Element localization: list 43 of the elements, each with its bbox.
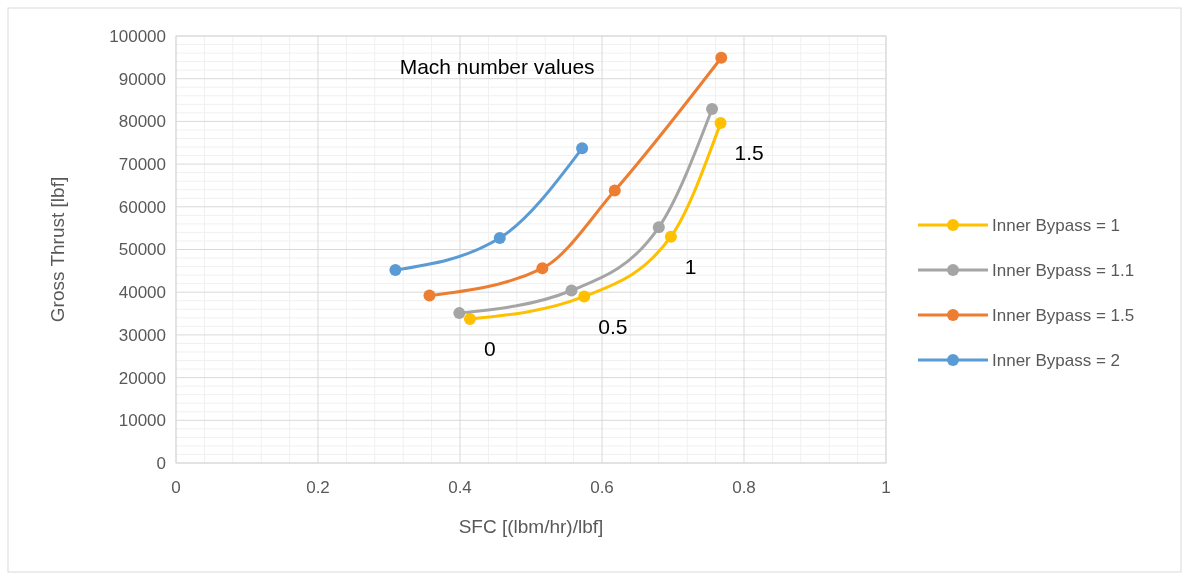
x-axis-title: SFC [(lbm/hr)/lbf]: [458, 516, 604, 537]
point: [423, 289, 436, 302]
point: [608, 184, 621, 197]
y-tick-label: 20000: [118, 368, 166, 388]
point: [664, 230, 677, 243]
x-tick-label: 0.8: [732, 478, 756, 497]
point: [536, 262, 549, 275]
annotation: 1: [684, 255, 697, 279]
point: [714, 117, 727, 130]
point: [576, 142, 589, 155]
point: [453, 307, 466, 320]
annotation: 0: [483, 337, 496, 361]
y-tick-label: 90000: [118, 69, 166, 89]
point: [652, 221, 665, 234]
y-tick-label: 70000: [118, 155, 166, 175]
y-tick-label: 10000: [118, 411, 166, 431]
annotation: 0.5: [598, 314, 628, 338]
legend-label: Inner Bypass = 1.5: [992, 305, 1135, 325]
point: [715, 51, 728, 64]
point: [389, 264, 402, 276]
y-tick-label: 50000: [118, 240, 166, 260]
x-tick-label: 0.2: [306, 478, 330, 497]
y-tick-label: 30000: [118, 325, 166, 345]
legend-label: Inner Bypass = 1: [992, 215, 1121, 235]
legend-label: Inner Bypass = 2: [992, 350, 1121, 370]
point: [565, 284, 578, 297]
annotation: Mach number values: [399, 55, 595, 79]
annotation: 1.5: [734, 141, 764, 165]
legend-label: Inner Bypass = 1.1: [992, 260, 1135, 280]
x-tick-label: 0.6: [590, 478, 614, 497]
x-tick-label: 0.4: [448, 478, 472, 497]
y-axis-title: Gross Thrust [lbf]: [47, 176, 68, 323]
point: [463, 313, 476, 326]
y-tick-label: 100000: [109, 26, 166, 46]
y-tick-label: 80000: [118, 112, 166, 132]
point: [706, 103, 719, 116]
x-tick-label: 1: [881, 478, 891, 497]
point: [493, 231, 506, 244]
x-tick-label: 0: [171, 478, 181, 497]
y-tick-label: 60000: [118, 197, 166, 217]
y-tick-label: 0: [156, 453, 166, 473]
y-tick-label: 40000: [118, 283, 166, 303]
point: [578, 290, 591, 303]
